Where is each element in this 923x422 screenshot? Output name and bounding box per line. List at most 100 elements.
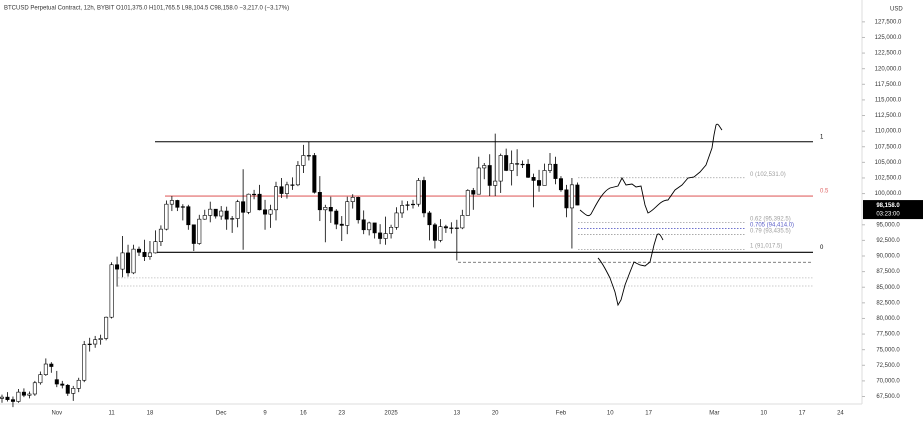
x-tick-label: 13 (453, 411, 460, 417)
candle-body (246, 193, 251, 213)
candle-body (197, 218, 202, 244)
y-tick-label: 72,500.0 (876, 363, 900, 369)
candle-body (263, 209, 268, 215)
level-label: 0 (102,531.0) (750, 172, 786, 178)
candle-body (93, 339, 98, 345)
x-tick-label: 23 (338, 411, 345, 417)
candle-body (389, 226, 394, 234)
candle-body (158, 228, 163, 242)
x-tick-label: 18 (147, 411, 154, 417)
candle-body (16, 391, 21, 402)
candle-body (509, 163, 514, 171)
candle-body (32, 382, 37, 395)
candle-body (82, 344, 87, 381)
candle-body (416, 180, 421, 205)
candle-body (126, 252, 131, 274)
candle-body (367, 222, 372, 231)
candle-body (273, 186, 278, 211)
candle-body (191, 224, 196, 244)
candle-body (378, 232, 383, 239)
candles (0, 133, 580, 408)
candle-body (213, 208, 218, 217)
candle-body (10, 399, 15, 402)
candle-body (454, 227, 459, 229)
candle-body (5, 396, 10, 400)
candle-body (142, 251, 147, 257)
candle-body (241, 201, 246, 213)
candle-body (208, 208, 213, 216)
candle-body (295, 165, 300, 186)
candle-body (542, 170, 547, 186)
chart-title: BTCUSD Perpetual Contract, 12h, BYBIT O1… (4, 6, 289, 12)
candle-body (498, 155, 503, 182)
y-tick-label: 95,000.0 (876, 222, 900, 228)
candle-body (98, 338, 103, 340)
candle-body (361, 219, 366, 231)
candle-body (487, 165, 492, 186)
candle-body (153, 241, 158, 254)
y-tick-label: 77,500.0 (876, 332, 900, 338)
candle-body (230, 218, 235, 220)
candle-body (268, 209, 273, 215)
candle-body (115, 264, 120, 270)
x-tick-label: 24 (837, 411, 844, 417)
candle-body (43, 363, 48, 375)
candle-body (515, 163, 520, 165)
y-tick-label: 80,000.0 (876, 316, 900, 322)
y-tick-label: 75,000.0 (876, 347, 900, 353)
candle-body (504, 155, 509, 171)
candle-body (306, 155, 311, 157)
candle-body (432, 224, 437, 241)
y-tick-label: 112,500.0 (875, 113, 902, 119)
candle-body (372, 222, 377, 234)
candle-body (476, 167, 481, 195)
y-tick-label: 70,000.0 (876, 378, 900, 384)
candle-body (235, 201, 240, 219)
candle-body (482, 165, 487, 169)
y-tick-label: 92,500.0 (876, 238, 900, 244)
price-tag-label: 98,158.0 (876, 203, 900, 209)
candle-body (383, 233, 388, 239)
candle-body (186, 206, 191, 226)
candle-body (87, 343, 92, 345)
candle-body (553, 163, 558, 179)
level-label: 0 (820, 245, 824, 251)
y-tick-label: 115,000.0 (875, 97, 902, 103)
x-tick-label: 9 (263, 411, 267, 417)
candle-body (224, 210, 229, 220)
projection-path-alt (597, 233, 664, 307)
candle-body (109, 264, 114, 318)
x-tick-label: 16 (300, 411, 307, 417)
candle-body (169, 200, 174, 205)
level-label: 0.705 (94,414.0) (750, 223, 794, 229)
candle-body (60, 383, 65, 386)
candle-body (471, 190, 476, 195)
projection-path (579, 123, 723, 217)
x-tick-label: 10 (607, 411, 614, 417)
candle-body (38, 374, 43, 384)
y-tick-label: 110,000.0 (875, 129, 902, 135)
candle-body (460, 215, 465, 229)
candle-body (400, 205, 405, 214)
candle-body (575, 184, 580, 206)
y-tick-label: 107,500.0 (875, 144, 902, 150)
candle-body (356, 197, 361, 221)
countdown-label: 03:23:00 (876, 212, 900, 218)
candle-body (394, 212, 399, 228)
candle-body (120, 252, 125, 270)
y-tick-label: 127,500.0 (875, 19, 902, 25)
candle-body (531, 177, 536, 181)
candle-body (252, 193, 257, 196)
x-tick-label: 17 (799, 411, 806, 417)
axes: 67,500.0 70,000.0 72,500.0 75,000.0 77,500.0… (51, 19, 923, 417)
candle-body (27, 393, 32, 396)
candle-body (465, 190, 470, 216)
candle-body (21, 391, 26, 396)
x-tick-label: Nov (51, 411, 62, 417)
candle-body (301, 155, 306, 166)
y-tick-label: 120,000.0 (875, 66, 902, 72)
level-label: 0.79 (93,435.5) (750, 229, 791, 235)
candle-body (65, 384, 70, 394)
